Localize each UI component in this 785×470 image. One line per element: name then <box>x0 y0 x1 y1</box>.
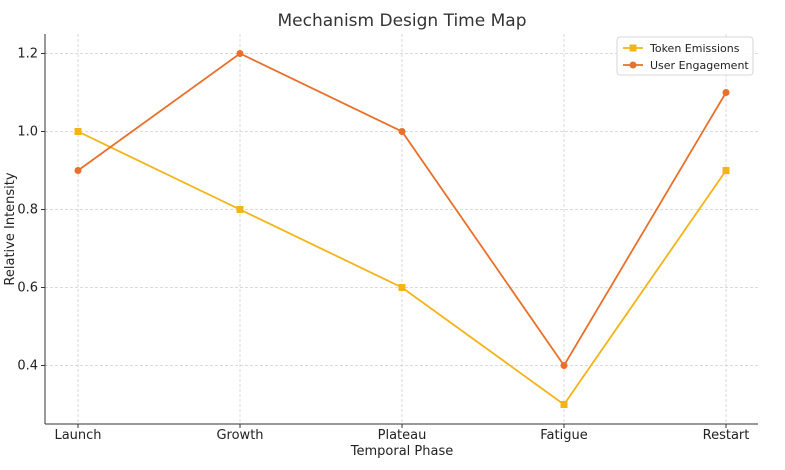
data-point <box>560 401 568 408</box>
series-line <box>77 130 727 406</box>
data-point <box>560 362 568 369</box>
data-point <box>236 50 244 57</box>
x-tick-label: Restart <box>703 428 750 443</box>
data-point <box>74 128 82 135</box>
x-tick-label: Plateau <box>378 428 427 443</box>
data-point <box>722 89 730 96</box>
chart-title: Mechanism Design Time Map <box>278 11 527 31</box>
x-tick-label: Fatigue <box>540 428 587 443</box>
grid <box>45 34 758 424</box>
y-tick-label: 0.8 <box>17 203 38 218</box>
data-point <box>722 167 730 174</box>
data-point <box>398 128 406 135</box>
x-tick-label: Launch <box>54 428 101 443</box>
y-tick-label: 0.4 <box>17 359 38 374</box>
data-point <box>236 206 244 213</box>
data-point <box>398 284 406 291</box>
y-tick-label: 1.2 <box>17 47 38 62</box>
legend-label: User Engagement <box>650 59 749 72</box>
x-axis-label: Temporal Phase <box>350 444 453 459</box>
y-axis: 0.4 0.6 0.8 1.0 1.2 <box>17 47 45 374</box>
legend-marker <box>629 61 637 69</box>
y-axis-label: Relative Intensity <box>3 172 18 285</box>
data-point <box>74 167 82 174</box>
y-tick-label: 0.6 <box>17 281 38 296</box>
legend-label: Token Emissions <box>649 42 740 55</box>
legend-marker <box>629 44 637 52</box>
legend-box <box>616 36 754 76</box>
x-tick-label: Growth <box>216 428 263 443</box>
series <box>74 50 730 408</box>
x-axis: Launch Growth Plateau Fatigue Restart <box>54 424 749 443</box>
y-tick-label: 1.0 <box>17 125 38 140</box>
legend: Token Emissions User Engagement <box>616 36 754 76</box>
